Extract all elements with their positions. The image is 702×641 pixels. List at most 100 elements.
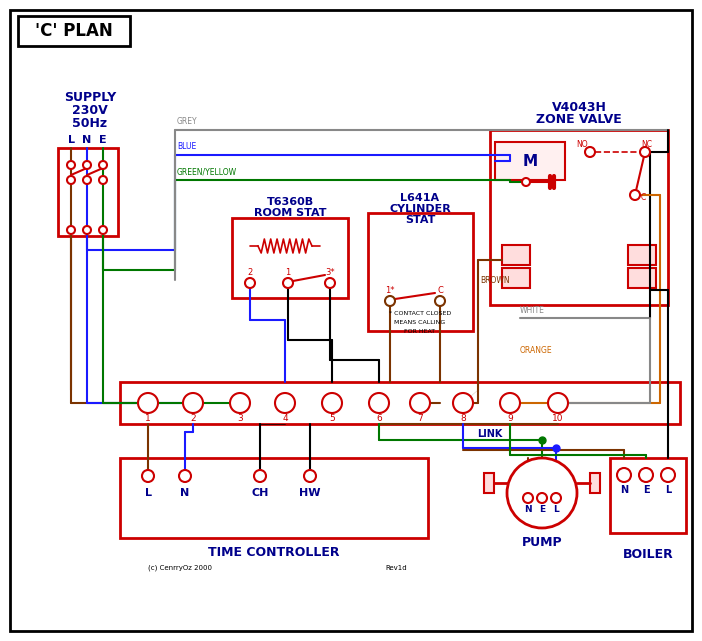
Text: * CONTACT CLOSED: * CONTACT CLOSED	[389, 310, 451, 315]
Text: 'C' PLAN: 'C' PLAN	[35, 22, 113, 40]
Bar	[610, 458, 686, 533]
Circle shape	[304, 470, 316, 482]
Circle shape	[585, 147, 595, 157]
Bar	[58, 148, 118, 236]
Circle shape	[661, 468, 675, 482]
Circle shape	[230, 393, 250, 413]
Text: ORANGE: ORANGE	[520, 346, 552, 355]
Circle shape	[522, 178, 530, 186]
Circle shape	[275, 393, 295, 413]
Text: BLUE: BLUE	[177, 142, 197, 151]
Text: T6360B: T6360B	[267, 197, 314, 207]
Bar	[120, 458, 428, 538]
Text: 1*: 1*	[385, 285, 395, 294]
Bar	[484, 473, 494, 493]
Text: NC: NC	[642, 140, 652, 149]
Text: GREEN/YELLOW: GREEN/YELLOW	[177, 167, 237, 176]
Text: E: E	[539, 506, 545, 515]
Bar	[628, 245, 656, 265]
Text: ZONE VALVE: ZONE VALVE	[536, 113, 622, 126]
Text: L: L	[67, 135, 74, 145]
Text: V4043H: V4043H	[552, 101, 607, 113]
Text: CH: CH	[251, 488, 269, 498]
Circle shape	[523, 493, 533, 503]
Bar	[18, 16, 130, 46]
Bar	[590, 473, 600, 493]
Circle shape	[410, 393, 430, 413]
Text: WHITE: WHITE	[520, 306, 545, 315]
Circle shape	[99, 226, 107, 234]
Text: 2: 2	[190, 413, 196, 422]
Text: E: E	[99, 135, 107, 145]
Text: 1: 1	[286, 267, 291, 276]
Text: 9: 9	[507, 413, 513, 422]
Circle shape	[83, 176, 91, 184]
Text: GREY: GREY	[177, 117, 198, 126]
Text: HW: HW	[299, 488, 321, 498]
Circle shape	[245, 278, 255, 288]
Circle shape	[254, 470, 266, 482]
Text: TIME CONTROLLER: TIME CONTROLLER	[208, 547, 340, 560]
Text: 5: 5	[329, 413, 335, 422]
Bar	[495, 142, 565, 180]
Circle shape	[551, 493, 561, 503]
Text: 1: 1	[145, 413, 151, 422]
Circle shape	[507, 458, 577, 528]
Circle shape	[83, 161, 91, 169]
Text: 230V: 230V	[72, 103, 108, 117]
Bar	[120, 382, 680, 424]
Circle shape	[138, 393, 158, 413]
Text: 8: 8	[460, 413, 466, 422]
Text: MEANS CALLING: MEANS CALLING	[395, 319, 446, 324]
Text: L: L	[665, 485, 671, 495]
Text: NO: NO	[576, 140, 588, 149]
Bar	[502, 268, 530, 288]
Text: (c) CenrryOz 2000: (c) CenrryOz 2000	[148, 565, 212, 571]
Circle shape	[435, 296, 445, 306]
Text: FOR HEAT: FOR HEAT	[404, 328, 435, 333]
Circle shape	[537, 493, 547, 503]
Circle shape	[639, 468, 653, 482]
Text: 2: 2	[247, 267, 253, 276]
Circle shape	[500, 393, 520, 413]
Text: SUPPLY: SUPPLY	[64, 90, 116, 103]
Bar	[628, 268, 656, 288]
Text: PUMP: PUMP	[522, 537, 562, 549]
Text: STAT: STAT	[405, 215, 435, 225]
Bar	[502, 245, 530, 265]
Text: 4: 4	[282, 413, 288, 422]
Circle shape	[453, 393, 473, 413]
Text: ROOM STAT: ROOM STAT	[253, 208, 326, 218]
Text: Rev1d: Rev1d	[385, 565, 406, 571]
Text: BOILER: BOILER	[623, 549, 673, 562]
Bar	[368, 213, 473, 331]
Circle shape	[142, 470, 154, 482]
Text: N: N	[82, 135, 92, 145]
Circle shape	[640, 147, 650, 157]
Circle shape	[67, 161, 75, 169]
Circle shape	[183, 393, 203, 413]
Circle shape	[67, 176, 75, 184]
Text: LINK: LINK	[477, 429, 503, 439]
Text: BROWN: BROWN	[480, 276, 510, 285]
Bar	[232, 218, 348, 298]
Text: 10: 10	[552, 413, 564, 422]
Text: E: E	[643, 485, 649, 495]
Text: L: L	[553, 506, 559, 515]
Circle shape	[548, 393, 568, 413]
Text: 6: 6	[376, 413, 382, 422]
Text: N: N	[620, 485, 628, 495]
Circle shape	[99, 161, 107, 169]
Text: N: N	[180, 488, 190, 498]
Text: C: C	[437, 285, 443, 294]
Bar	[490, 130, 668, 305]
Circle shape	[322, 393, 342, 413]
Text: N: N	[524, 506, 532, 515]
Circle shape	[99, 176, 107, 184]
Text: CYLINDER: CYLINDER	[389, 204, 451, 214]
Circle shape	[325, 278, 335, 288]
Circle shape	[179, 470, 191, 482]
Text: 50Hz: 50Hz	[72, 117, 107, 129]
Circle shape	[617, 468, 631, 482]
Circle shape	[385, 296, 395, 306]
